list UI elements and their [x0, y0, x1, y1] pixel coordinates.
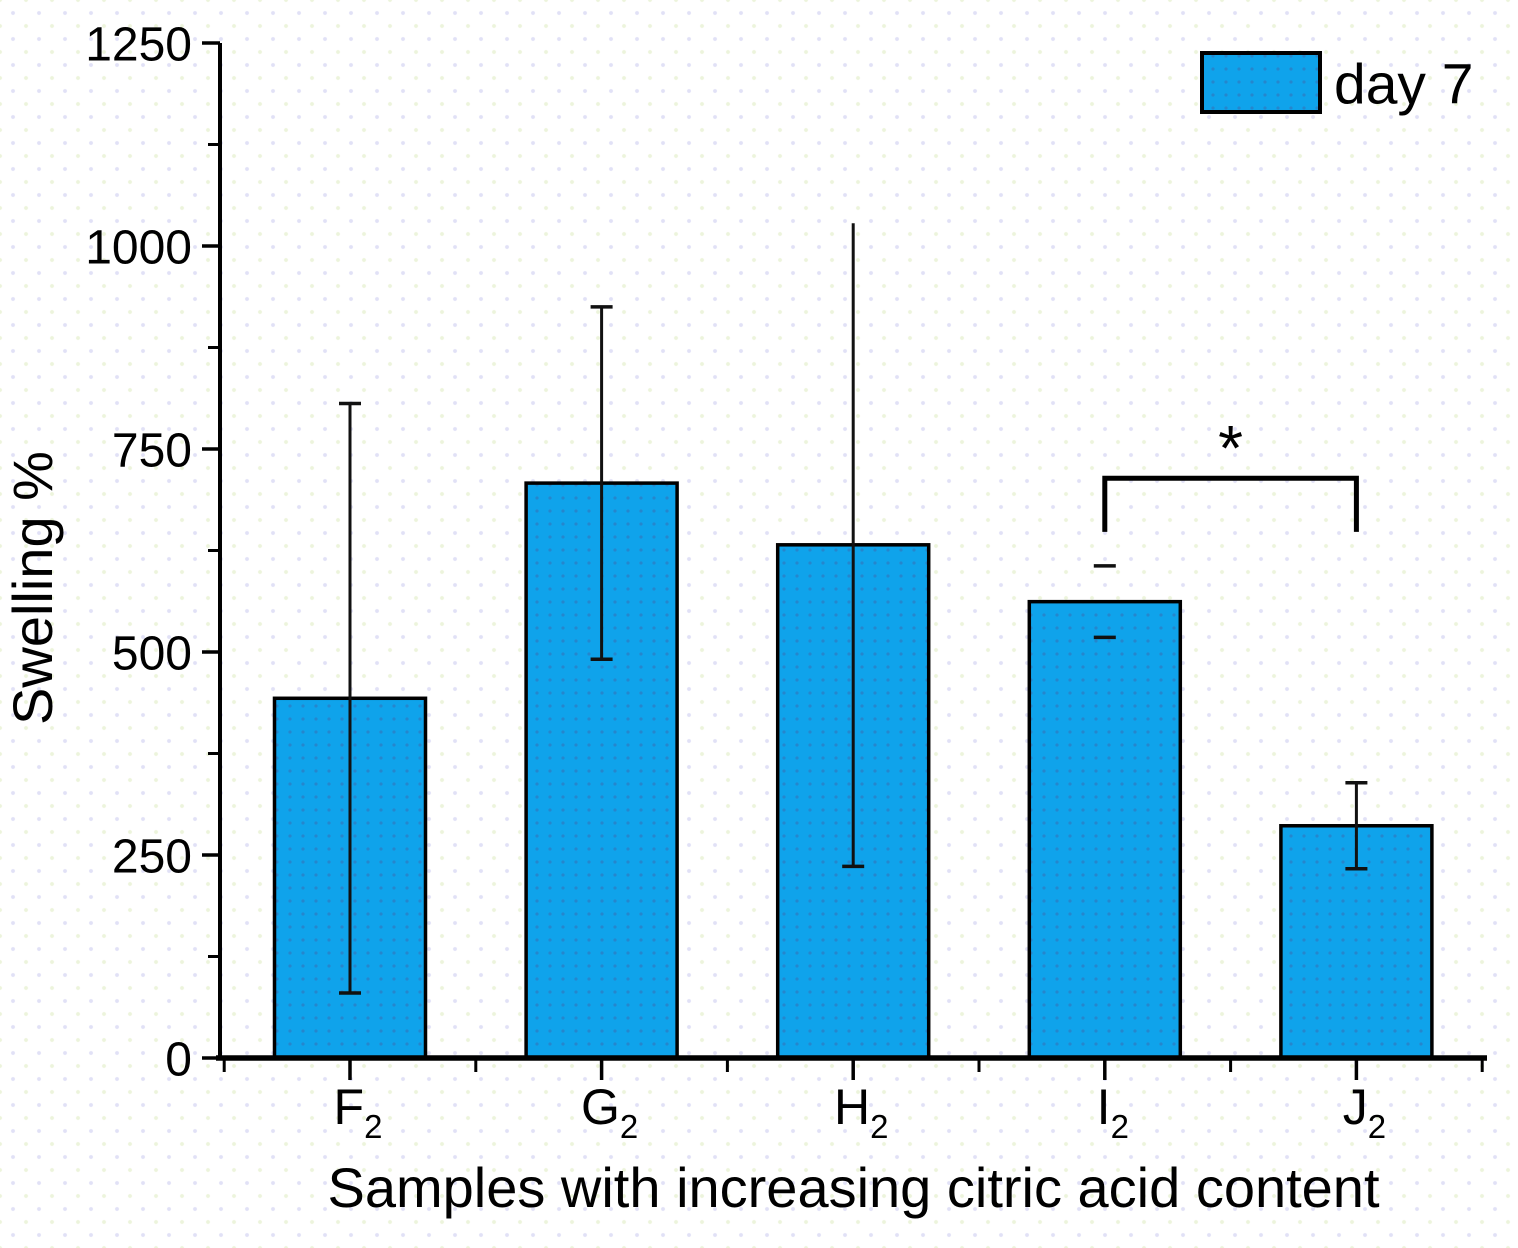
- y-tick-label: 750: [112, 424, 192, 477]
- x-tick-label-g2: G2: [581, 1079, 638, 1145]
- bar-i2: [1027, 599, 1183, 1060]
- error-bar-j2: [1345, 780, 1368, 871]
- error-bar-g2: [590, 305, 613, 662]
- legend-label: day 7: [1334, 53, 1473, 117]
- significance-bracket: [1102, 475, 1359, 532]
- x-tick-label-h2: H2: [834, 1079, 888, 1145]
- y-tick-label: 500: [112, 627, 192, 680]
- x-axis-title: Samples with increasing citric acid cont…: [327, 1156, 1379, 1219]
- significance-asterisk: *: [1218, 412, 1243, 484]
- error-bar-h2: [842, 223, 865, 869]
- y-axis-title: Swelling %: [1, 451, 64, 725]
- y-tick-label: 250: [112, 830, 192, 883]
- bar-j2: [1279, 824, 1434, 1060]
- y-tick-label: 0: [165, 1033, 192, 1086]
- y-tick-label: 1250: [85, 18, 192, 71]
- y-tick-label: 1000: [85, 221, 192, 274]
- x-tick-label-i2: I2: [1097, 1079, 1129, 1145]
- x-tick-label-f2: F2: [334, 1079, 383, 1145]
- x-tick-label-j2: J2: [1343, 1079, 1386, 1145]
- error-bar-i2: [1093, 564, 1116, 640]
- legend: day 7: [1200, 51, 1473, 117]
- error-bar-f2: [339, 401, 361, 995]
- legend-swatch: [1200, 51, 1322, 114]
